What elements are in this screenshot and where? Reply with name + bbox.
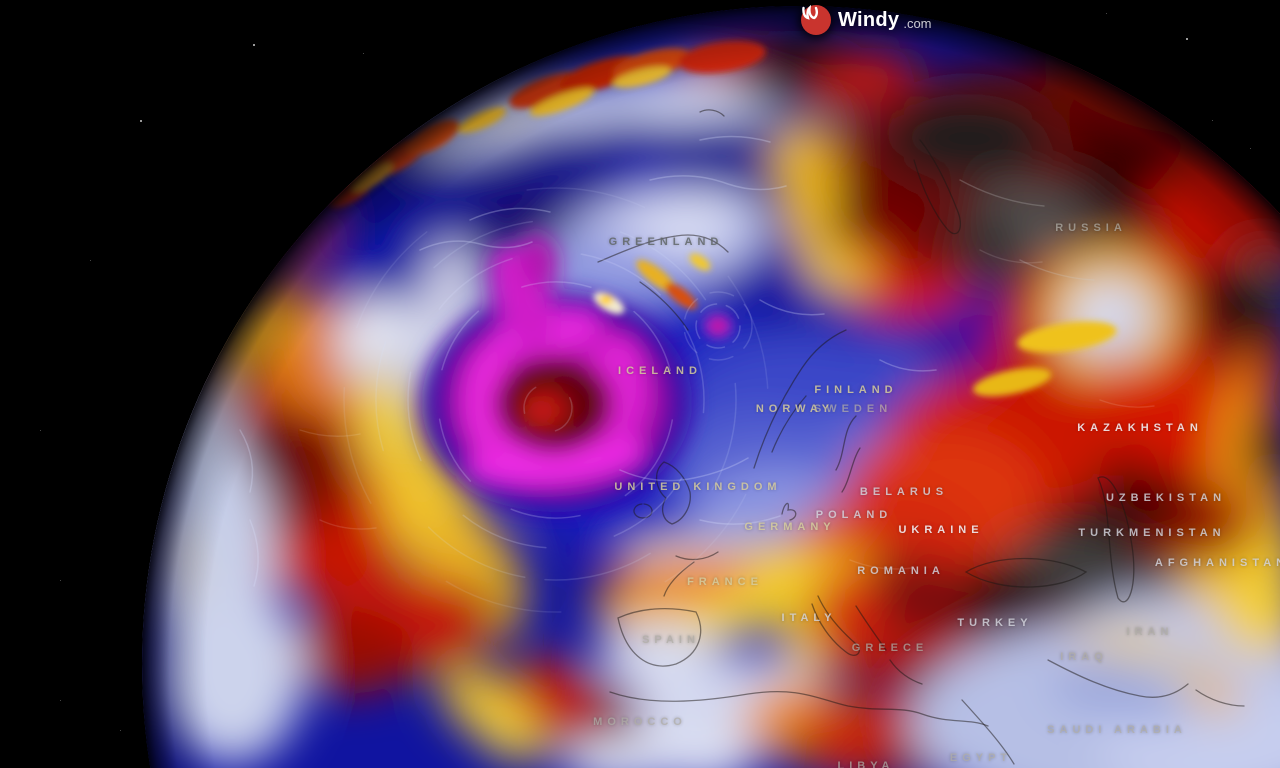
country-label: MOROCCO [593,716,687,728]
windy-logo-tld: .com [903,16,932,31]
country-label: POLAND [815,509,893,521]
star [253,44,255,46]
country-label: AFGHANISTAN [1154,557,1280,569]
country-label: UKRAINE [898,524,984,536]
star [60,580,61,581]
globe-limb [142,6,1280,768]
country-label: GREECE [851,642,929,654]
star [60,700,61,701]
windy-logo[interactable]: Windy .com [801,5,932,35]
star [40,430,41,431]
windy-logo-icon [801,5,831,35]
country-label: EGYPT [949,752,1013,764]
country-label: UNITED KINGDOM [614,481,782,493]
country-label: ICELAND [618,365,702,377]
star [1212,120,1213,121]
star [1106,13,1107,14]
star [140,120,142,122]
star [90,260,91,261]
country-label: GERMANY [744,521,836,533]
star [120,730,121,731]
country-label: SPAIN [642,634,700,646]
country-label: FINLAND [814,384,898,396]
country-label: KAZAKHSTAN [1077,422,1203,434]
country-label: GREENLAND [608,236,724,248]
country-label: SAUDI ARABIA [1047,724,1187,736]
country-label: IRAN [1126,626,1174,638]
country-label: FRANCE [687,576,763,588]
country-label: SWEDEN [813,403,893,415]
country-label: ROMANIA [857,565,945,577]
country-label: IRAQ [1060,651,1108,663]
star [363,53,364,54]
country-label: BELARUS [859,486,949,498]
country-label: RUSSIA [1055,222,1127,234]
star [1250,148,1251,149]
country-label: TURKEY [957,617,1033,629]
country-label: UZBEKISTAN [1105,492,1227,504]
country-label: TURKMENISTAN [1078,527,1226,539]
country-label: NORWAY [755,403,835,415]
windy-logo-text: Windy [838,9,900,31]
country-label: LIBYA [837,760,895,768]
country-label: ITALY [781,612,837,624]
star [1186,38,1188,40]
